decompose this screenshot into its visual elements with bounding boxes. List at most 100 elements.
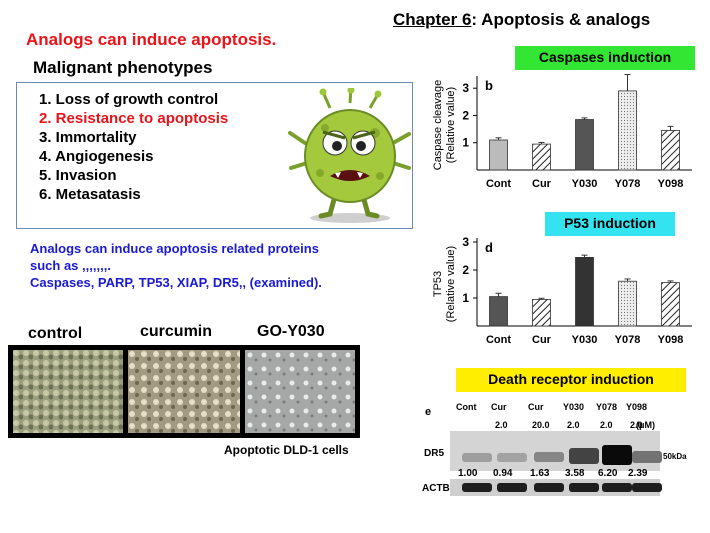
dr5-band xyxy=(602,445,632,465)
lane-label: Y078 xyxy=(596,402,618,412)
y-tick-label: 2 xyxy=(462,108,469,122)
description-line: Caspases, PARP, TP53, XIAP, DR5,, (exami… xyxy=(30,275,322,290)
x-tick-label: Y078 xyxy=(615,178,641,190)
photo-caption: Apoptotic DLD-1 cells xyxy=(224,443,349,457)
panel-letter-e: e xyxy=(425,406,432,418)
bar xyxy=(618,280,637,327)
lane-label: Y030 xyxy=(563,402,585,412)
caspases-badge: Caspases induction xyxy=(515,46,695,70)
actb-band xyxy=(534,483,564,492)
actb-band xyxy=(602,483,632,492)
microscopy-curcumin-image xyxy=(128,350,240,433)
dr5-band xyxy=(632,450,662,463)
y-tick-label: 1 xyxy=(462,291,469,305)
lane-label: Cur xyxy=(528,402,544,412)
bar xyxy=(575,119,594,171)
quant-value: 3.58 xyxy=(565,468,585,479)
x-tick-label: Cur xyxy=(532,334,552,346)
lane-dose: 20.0 xyxy=(532,420,550,430)
dr5-band xyxy=(462,452,492,462)
description-line: such as ,,,,,,,. xyxy=(30,258,111,273)
x-tick-label: Cur xyxy=(532,178,552,190)
phenotype-item-highlighted: 2. Resistance to apoptosis xyxy=(39,110,229,127)
x-tick-label: Y098 xyxy=(658,178,684,190)
dr5-band xyxy=(569,448,599,464)
bar xyxy=(532,299,551,327)
x-tick-label: Y078 xyxy=(615,334,641,346)
photo-label-control: control xyxy=(28,325,83,342)
lane-label: Y098 xyxy=(626,402,648,412)
lane-dose: 2.0 xyxy=(630,420,643,430)
bar xyxy=(575,256,594,327)
death-receptor-badge: Death receptor induction xyxy=(456,368,686,392)
phenotypes-box: 1. Loss of growth control 2. Resistance … xyxy=(16,82,413,229)
bar xyxy=(618,90,637,171)
bar xyxy=(661,130,680,171)
p53-badge: P53 induction xyxy=(545,212,675,236)
lane-dose: 2.0 xyxy=(600,420,613,430)
phenotype-item: 4. Angiogenesis xyxy=(39,148,154,165)
phenotype-item: 6. Metasatasis xyxy=(39,186,141,203)
y-axis-label: TP53 xyxy=(432,271,444,297)
phenotype-item: 1. Loss of growth control xyxy=(39,91,219,108)
actb-band xyxy=(497,483,527,492)
x-tick-label: Y030 xyxy=(572,334,598,346)
photo-label-go-y030: GO-Y030 xyxy=(257,323,325,340)
lane-label: Cont xyxy=(456,402,477,412)
tp53-chart: TP53 (Relative value) 1 2 3 d Cont Cur Y030 Y078 Y… xyxy=(432,235,692,346)
chapter-subtitle: : Apoptosis & analogs xyxy=(471,10,651,29)
y-tick-label: 1 xyxy=(462,136,469,150)
panel-letter: d xyxy=(485,240,493,255)
y-tick-label: 3 xyxy=(462,81,469,95)
chapter-link[interactable]: Chapter 6 xyxy=(393,10,472,29)
actb-band xyxy=(632,483,662,492)
y-axis-label-line2: (Relative value) xyxy=(445,87,457,163)
actb-label: ACTB xyxy=(422,483,450,494)
actb-blot-image xyxy=(450,479,662,496)
microscopy-go-y030-image xyxy=(245,350,355,433)
western-blot-panel: e Cont Cur 2.0 Cur 20.0 Y030 2.0 Y078 2.0 Y098 2.0… xyxy=(420,396,708,531)
dr5-blot-image xyxy=(450,431,662,471)
phenotype-item: 3. Immortality xyxy=(39,129,137,146)
y-axis-label-line2: (Relative value) xyxy=(445,246,457,322)
x-tick-label: Cont xyxy=(486,178,511,190)
quant-value: 1.00 xyxy=(458,468,478,479)
dr5-label: DR5 xyxy=(424,448,445,459)
panel-letter: b xyxy=(485,78,493,93)
microscopy-panel xyxy=(8,345,360,438)
phenotype-item: 5. Invasion xyxy=(39,167,117,184)
lane-dose: 2.0 xyxy=(495,420,508,430)
quant-value: 6.20 xyxy=(598,468,618,479)
bar xyxy=(489,139,508,171)
chapter-title: Chapter 6: Apoptosis & analogs xyxy=(393,10,650,30)
slide-title: Analogs can induce apoptosis. xyxy=(26,30,277,49)
dr5-band xyxy=(534,451,564,463)
analogs-description: Analogs can induce apoptosis related pro… xyxy=(30,240,410,291)
microscopy-control-image xyxy=(13,350,123,433)
marker-label: 50kDa xyxy=(663,452,687,461)
dose-unit: (μM) xyxy=(636,420,655,430)
x-tick-label: Cont xyxy=(486,334,511,346)
quant-value: 1.63 xyxy=(530,468,550,479)
quant-value: 0.94 xyxy=(493,468,513,479)
y-axis-label: Caspase cleavage xyxy=(432,80,444,171)
cancer-monster-illustration xyxy=(288,88,411,223)
bar xyxy=(661,282,680,327)
quant-value: 2.39 xyxy=(628,468,648,479)
actb-band xyxy=(569,483,599,492)
x-tick-label: Y098 xyxy=(658,334,684,346)
caspase-chart: Caspase cleavage (Relative value) 1 2 3 b Cont… xyxy=(432,74,692,190)
y-tick-label: 2 xyxy=(462,263,469,277)
x-tick-label: Y030 xyxy=(572,178,598,190)
description-line: Analogs can induce apoptosis related pro… xyxy=(30,241,319,256)
lane-label: Cur xyxy=(491,402,507,412)
bar xyxy=(532,143,551,171)
phenotypes-title: Malignant phenotypes xyxy=(33,58,213,77)
dr5-band xyxy=(497,453,527,462)
bar xyxy=(489,296,508,327)
photo-label-curcumin: curcumin xyxy=(140,323,213,340)
actb-band xyxy=(462,483,492,492)
lane-dose: 2.0 xyxy=(567,420,580,430)
y-tick-label: 3 xyxy=(462,235,469,249)
phenotypes-list: 1. Loss of growth control 2. Resistance … xyxy=(17,83,412,204)
